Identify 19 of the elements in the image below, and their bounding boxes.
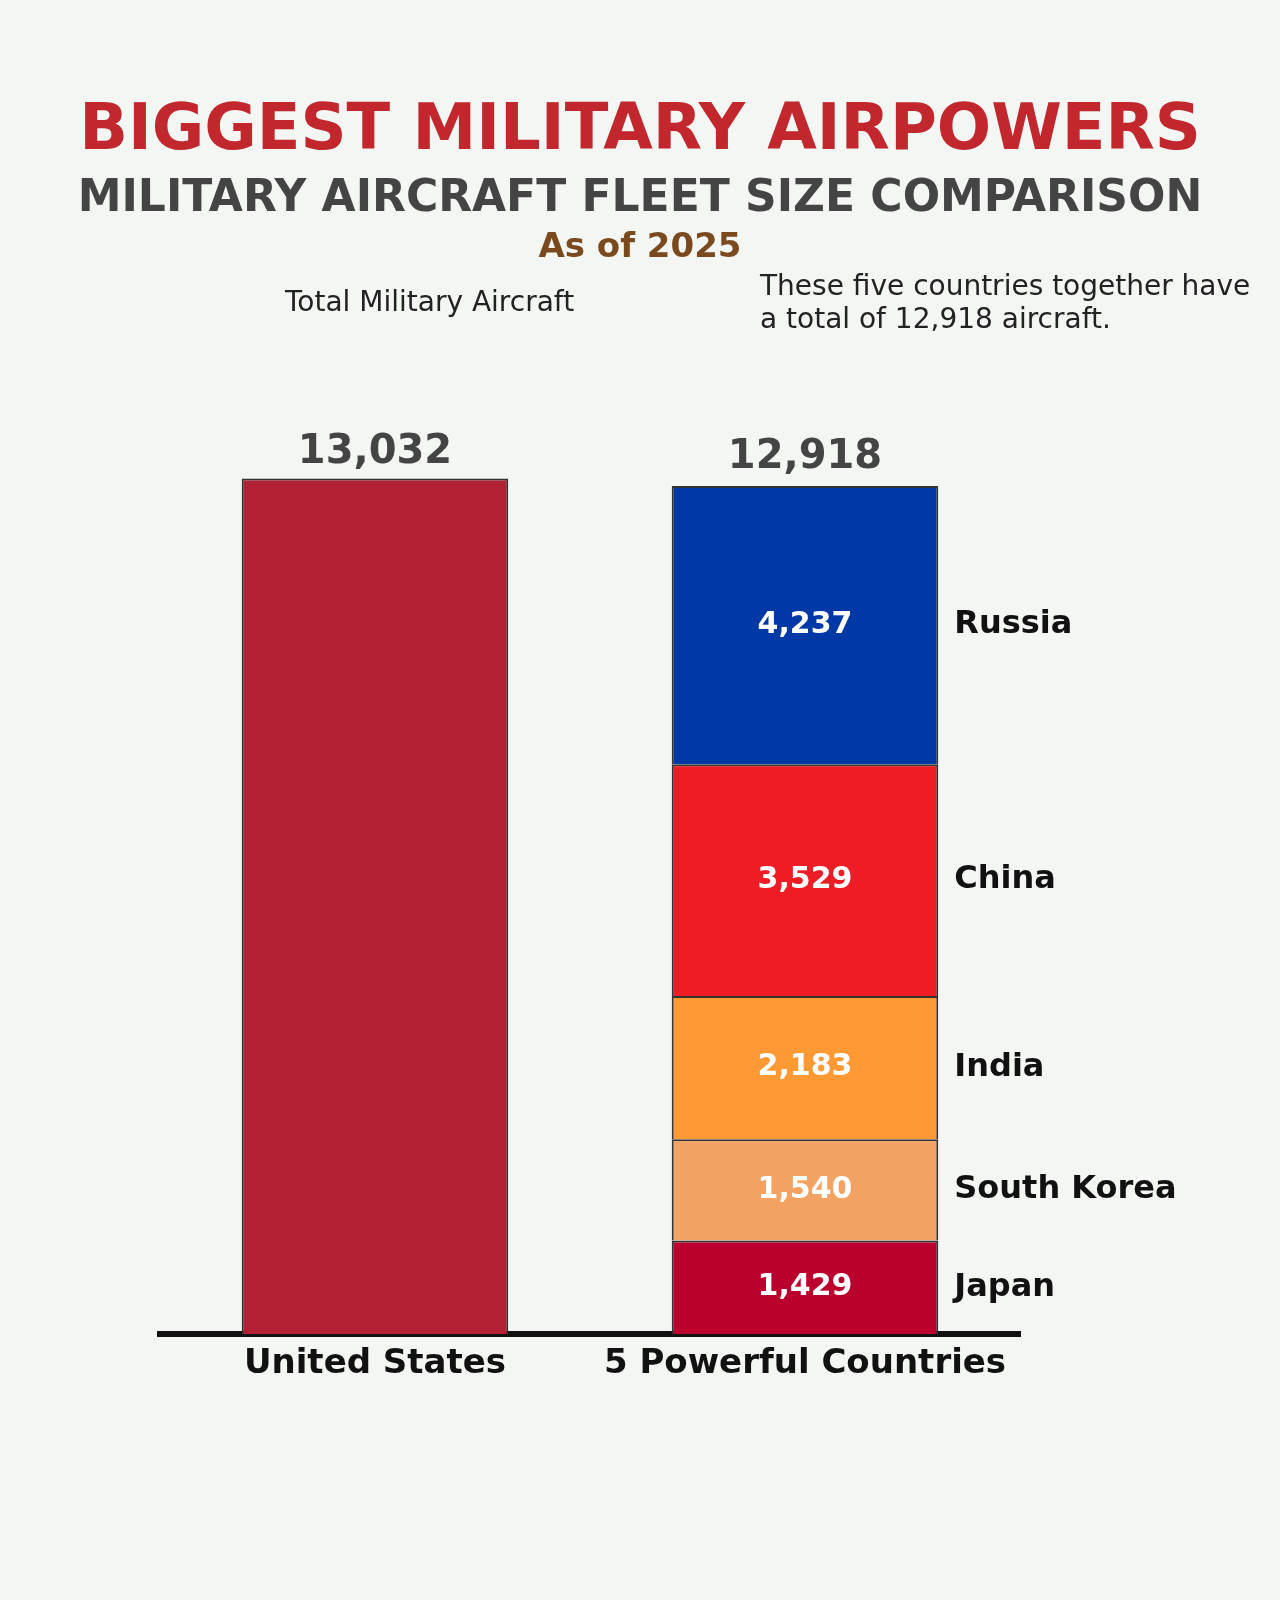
series-label: China xyxy=(954,858,1056,897)
data-label: 4,237 xyxy=(757,604,853,640)
text: As of 2025 xyxy=(537,225,743,265)
x-tick-label: 5 Powerful Countries xyxy=(603,1341,1007,1382)
data-label: 1,540 xyxy=(757,1169,853,1205)
text: These five countries together have a total of 12,918 aircraft. xyxy=(760,269,1252,335)
chart-subtitle: MILITARY AIRCRAFT FLEET SIZE COMPARISON xyxy=(76,170,1204,221)
chart-title: BIGGEST MILITARY AIRPOWERS xyxy=(78,90,1202,164)
x-tick-label: United States xyxy=(243,1341,507,1382)
text: Total Military Aircraft xyxy=(285,285,575,318)
data-label: 1,429 xyxy=(757,1267,853,1303)
series-label: South Korea xyxy=(954,1168,1177,1207)
data-label: 13,032 xyxy=(297,425,453,472)
series-label: Japan xyxy=(952,1265,1056,1304)
series-label: Russia xyxy=(954,603,1073,642)
total-label: 12,918 xyxy=(727,431,883,478)
series-label: India xyxy=(954,1045,1045,1084)
data-label: 2,183 xyxy=(757,1047,853,1083)
data-label: 3,529 xyxy=(757,859,853,895)
